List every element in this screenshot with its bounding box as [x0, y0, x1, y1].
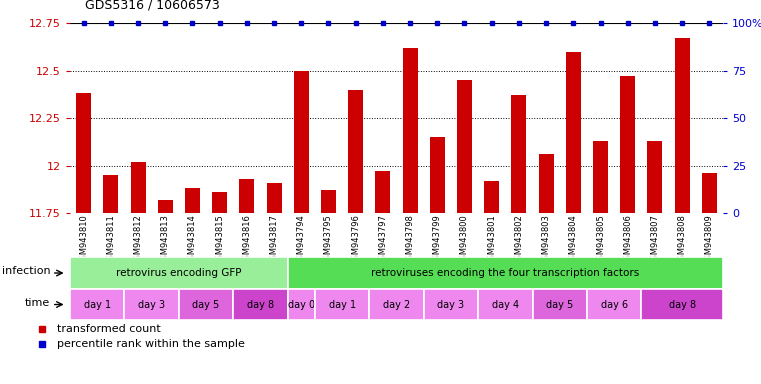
Bar: [212, 192, 227, 213]
Text: day 6: day 6: [600, 300, 628, 310]
Text: day 1: day 1: [84, 300, 111, 310]
Text: retrovirus encoding GFP: retrovirus encoding GFP: [116, 268, 241, 278]
Text: day 2: day 2: [383, 300, 410, 310]
Text: day 5: day 5: [546, 300, 573, 310]
Text: day 8: day 8: [669, 300, 696, 310]
Text: retroviruses encoding the four transcription factors: retroviruses encoding the four transcrip…: [371, 268, 639, 278]
Bar: [266, 183, 282, 213]
Bar: [403, 48, 418, 213]
Bar: [702, 173, 717, 213]
Text: transformed count: transformed count: [57, 324, 161, 334]
Bar: [294, 71, 309, 213]
Bar: [457, 80, 472, 213]
Bar: [240, 179, 254, 213]
Bar: [484, 181, 499, 213]
Text: percentile rank within the sample: percentile rank within the sample: [57, 339, 245, 349]
Text: day 8: day 8: [247, 300, 274, 310]
Text: day 4: day 4: [492, 300, 519, 310]
Bar: [158, 200, 173, 213]
Text: infection: infection: [2, 266, 50, 276]
Bar: [131, 162, 145, 213]
Bar: [430, 137, 444, 213]
Bar: [511, 95, 527, 213]
Bar: [539, 154, 553, 213]
Bar: [375, 171, 390, 213]
Bar: [103, 175, 118, 213]
Text: day 3: day 3: [438, 300, 464, 310]
Text: day 5: day 5: [193, 300, 220, 310]
Bar: [620, 76, 635, 213]
Bar: [675, 38, 689, 213]
Bar: [593, 141, 608, 213]
Bar: [321, 190, 336, 213]
Text: day 0: day 0: [288, 300, 315, 310]
Text: time: time: [25, 298, 50, 308]
Bar: [566, 51, 581, 213]
Text: day 3: day 3: [138, 300, 165, 310]
Text: day 1: day 1: [329, 300, 355, 310]
Bar: [349, 89, 363, 213]
Bar: [76, 93, 91, 213]
Text: GDS5316 / 10606573: GDS5316 / 10606573: [85, 0, 220, 12]
Bar: [648, 141, 662, 213]
Bar: [185, 189, 200, 213]
